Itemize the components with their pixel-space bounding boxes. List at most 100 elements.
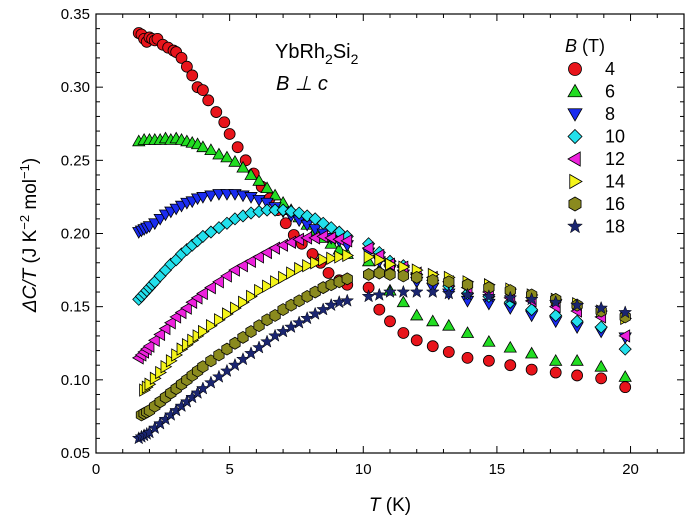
data-point	[236, 259, 248, 273]
legend-label: 8	[605, 104, 615, 124]
data-point	[324, 297, 339, 312]
data-point	[318, 253, 330, 267]
y-tick-label: 0.30	[61, 79, 90, 96]
data-point	[196, 192, 210, 204]
data-point	[246, 289, 258, 304]
data-point	[220, 269, 232, 283]
data-point	[426, 314, 440, 327]
data-point	[524, 292, 539, 306]
legend-marker	[567, 128, 583, 145]
data-point	[571, 369, 583, 382]
data-point	[443, 275, 455, 289]
data-point	[441, 286, 456, 300]
legend-label: 6	[605, 82, 615, 102]
data-point	[361, 241, 374, 255]
data-point	[164, 316, 176, 330]
data-point	[618, 305, 633, 319]
legend-marker	[566, 218, 584, 234]
x-tick-label: 20	[622, 461, 639, 478]
data-point	[384, 315, 396, 328]
data-point	[425, 284, 440, 298]
data-point	[212, 147, 226, 160]
legend-label: 14	[605, 172, 625, 192]
legend-title: B (T)	[565, 36, 605, 56]
data-point	[322, 267, 335, 279]
data-point	[594, 300, 609, 315]
data-point	[231, 141, 244, 154]
data-point	[210, 106, 223, 118]
data-point	[340, 293, 355, 307]
data-point	[385, 257, 397, 271]
y-tick-label: 0.15	[61, 299, 90, 316]
y-tick-label: 0.10	[61, 372, 90, 389]
data-point	[204, 143, 218, 155]
data-point	[409, 284, 424, 298]
y-tick-label: 0.20	[61, 226, 90, 243]
data-point	[310, 256, 322, 270]
x-tick-label: 0	[92, 461, 100, 478]
data-point	[284, 319, 299, 334]
data-point	[341, 272, 353, 286]
data-point	[180, 301, 192, 315]
data-point	[619, 381, 632, 394]
data-point	[383, 284, 397, 298]
data-point	[268, 328, 283, 342]
legend-marker	[568, 62, 582, 76]
legend-label: 16	[605, 194, 625, 214]
data-point	[214, 313, 226, 327]
x-tick-label: 10	[355, 461, 372, 478]
data-point	[244, 254, 256, 268]
series-layer	[131, 27, 633, 445]
data-point	[334, 250, 347, 264]
data-point	[260, 245, 272, 260]
data-point	[397, 327, 410, 339]
data-point	[373, 266, 385, 280]
data-point	[180, 60, 193, 73]
data-point	[158, 321, 171, 336]
data-point	[363, 250, 376, 264]
y-tick-label: 0.05	[61, 445, 90, 462]
field-orientation-label: B ⊥ c	[276, 73, 328, 95]
data-point	[482, 354, 495, 367]
data-point	[220, 189, 234, 201]
data-point	[548, 294, 563, 309]
legend-marker	[567, 83, 583, 98]
data-point	[223, 128, 236, 140]
data-point	[426, 340, 439, 353]
legend-label: 10	[605, 127, 625, 147]
data-point	[204, 280, 216, 295]
data-point	[270, 275, 282, 289]
data-point	[594, 359, 608, 372]
data-point	[300, 311, 315, 325]
data-point	[236, 160, 250, 173]
data-point	[442, 318, 456, 331]
data-point	[286, 266, 298, 280]
data-point	[570, 314, 584, 328]
legend-marker	[568, 196, 582, 212]
compound-label: YbRh2Si2	[275, 41, 359, 67]
data-point	[202, 94, 215, 107]
data-point	[525, 363, 538, 376]
data-point	[196, 140, 210, 153]
data-point	[410, 308, 424, 321]
data-point	[212, 189, 226, 201]
legend-marker	[567, 108, 583, 122]
data-point	[218, 116, 231, 129]
data-point	[276, 324, 291, 338]
data-point	[594, 320, 608, 334]
data-point	[482, 334, 496, 347]
data-point	[342, 248, 355, 263]
legend-label: 18	[605, 217, 625, 237]
data-point	[384, 268, 396, 281]
data-point	[252, 250, 264, 264]
data-point	[373, 303, 386, 316]
legend-marker	[567, 151, 581, 167]
data-point	[524, 346, 539, 359]
data-point	[411, 270, 423, 284]
data-point	[175, 52, 188, 64]
legend-label: 4	[605, 59, 615, 79]
data-point	[268, 188, 282, 201]
data-point	[262, 279, 274, 293]
x-tick-label: 5	[225, 461, 233, 478]
